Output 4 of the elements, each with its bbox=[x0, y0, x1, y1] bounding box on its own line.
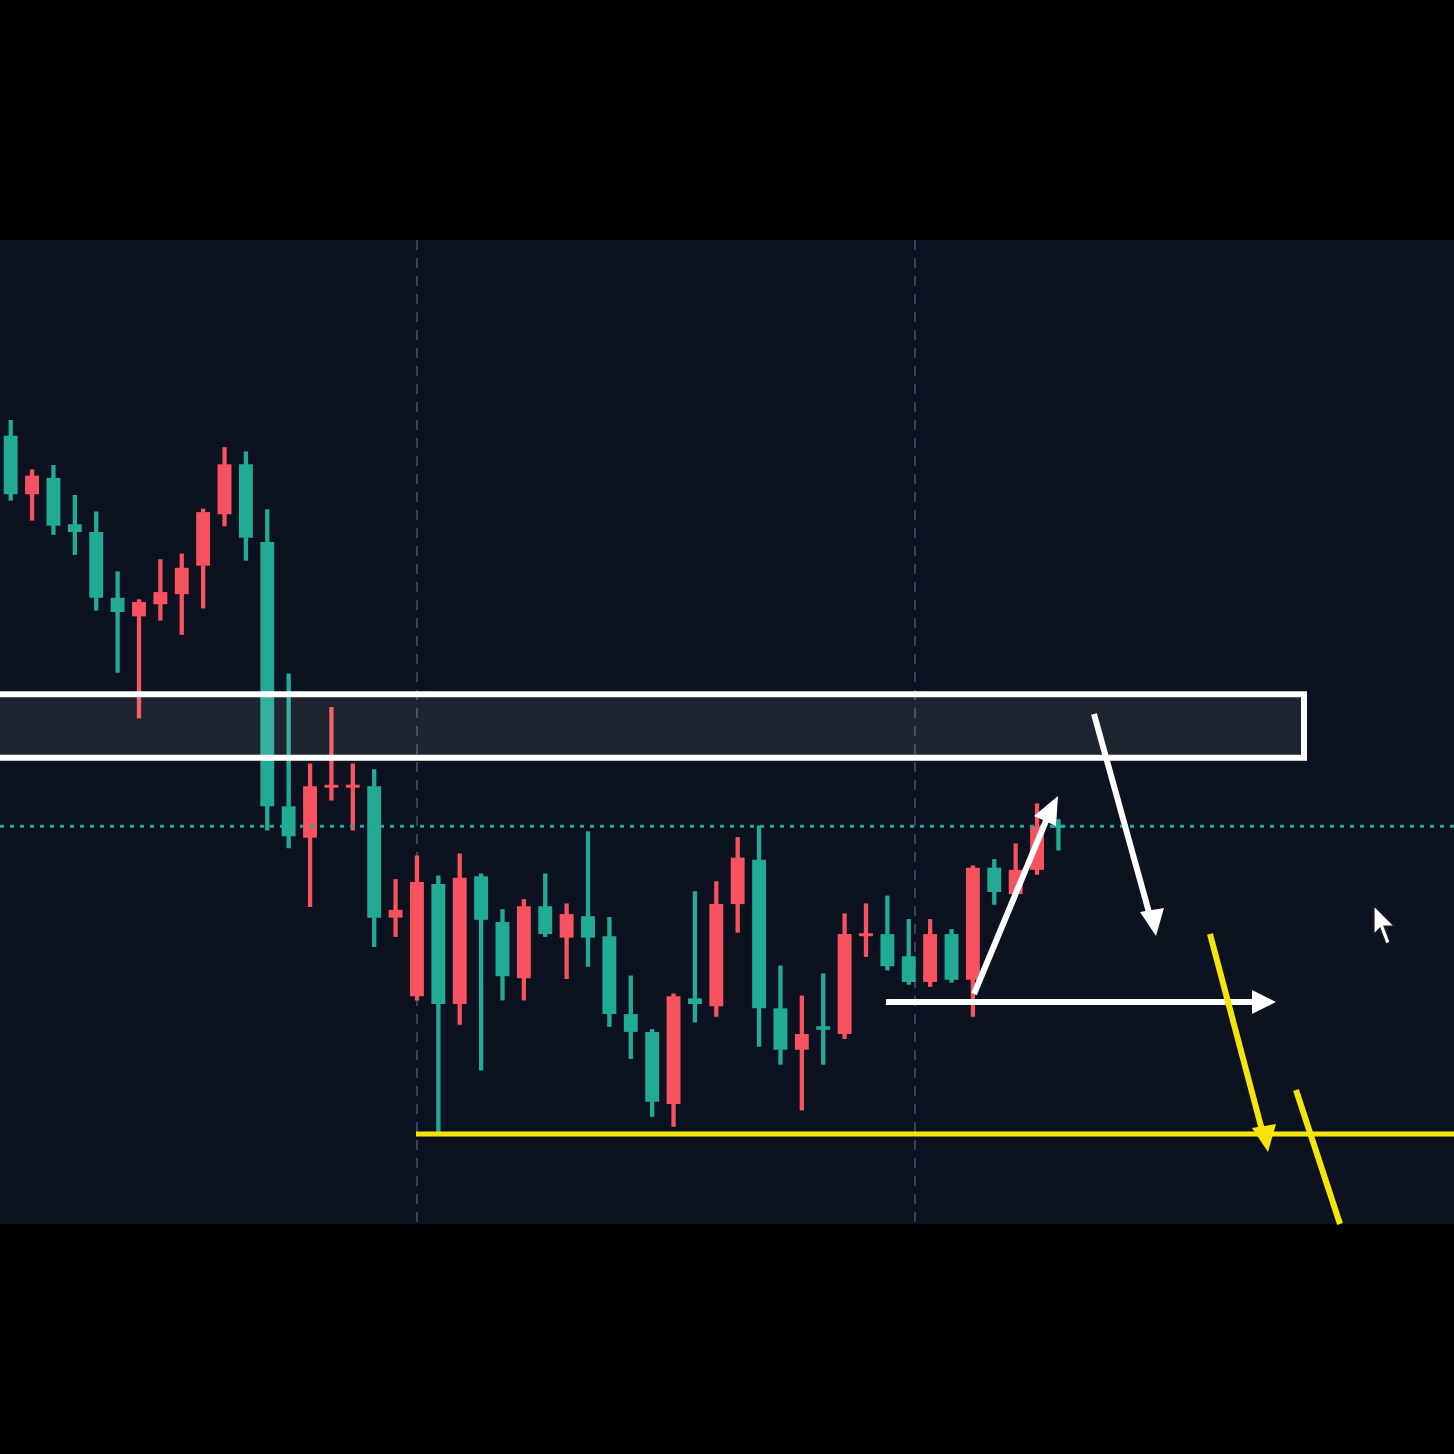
candlestick bbox=[153, 559, 168, 621]
candlestick bbox=[324, 707, 339, 801]
candlestick bbox=[110, 571, 125, 673]
candlestick bbox=[388, 879, 403, 937]
